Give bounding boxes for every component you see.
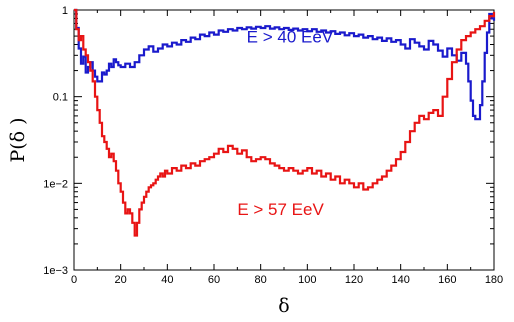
x-tick-label: 160 xyxy=(438,274,456,286)
y-tick-label: 1e−3 xyxy=(43,265,68,277)
y-tick-label: 1 xyxy=(62,5,68,17)
x-tick-label: 100 xyxy=(298,274,316,286)
y-tick-label: 1e−2 xyxy=(43,178,68,190)
x-axis: 0 20 40 60 80 100 120 140 160 180 xyxy=(71,10,503,286)
x-tick-label: 140 xyxy=(391,274,409,286)
y-axis-title: P(δ ) xyxy=(7,117,29,162)
x-tick-label: 20 xyxy=(115,274,127,286)
x-axis-title: δ xyxy=(278,295,289,317)
annotations: E > 40 EeV E > 57 EeV xyxy=(237,28,333,219)
x-tick-label: 120 xyxy=(345,274,363,286)
series-line xyxy=(74,8,496,121)
x-tick-label: 180 xyxy=(485,274,503,286)
series-line xyxy=(74,8,496,237)
series-annotation: E > 40 EeV xyxy=(247,28,334,47)
x-tick-label: 40 xyxy=(161,274,173,286)
x-tick-label: 0 xyxy=(71,274,77,286)
series-annotation: E > 57 EeV xyxy=(237,200,324,219)
x-tick-label: 80 xyxy=(255,274,267,286)
y-axis: 1e−3 1e−2 0.1 1 xyxy=(43,5,494,277)
y-tick-label: 0.1 xyxy=(53,92,68,104)
series-layer xyxy=(74,8,496,237)
x-tick-label: 60 xyxy=(208,274,220,286)
